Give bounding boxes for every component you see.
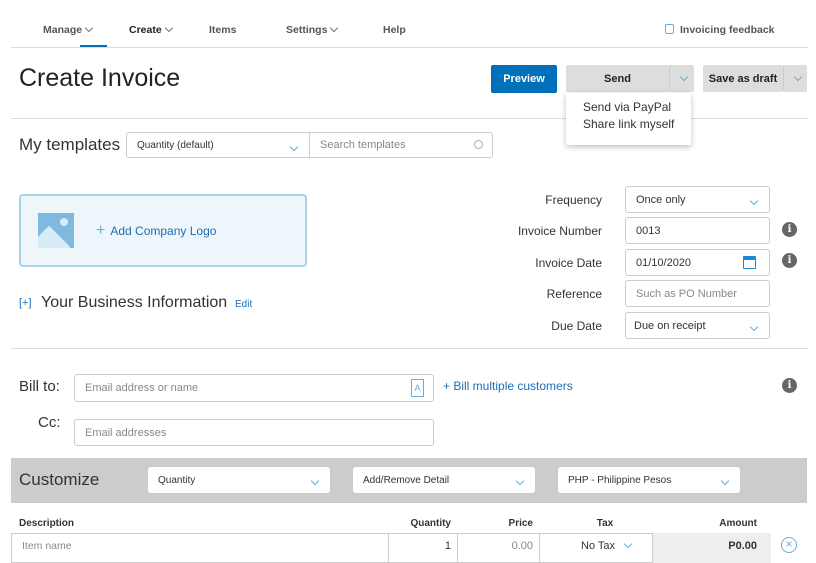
invoice-number-input[interactable]: 0013 bbox=[625, 217, 770, 244]
frequency-select[interactable]: Once only bbox=[625, 186, 770, 213]
nav-manage[interactable]: Manage bbox=[43, 23, 94, 36]
header-amount: Amount bbox=[719, 518, 757, 529]
placeholder: Such as PO Number bbox=[636, 287, 737, 300]
nav-create[interactable]: Create bbox=[129, 23, 173, 36]
chevron-down-icon bbox=[720, 476, 730, 486]
business-info-label: Your Business Information bbox=[41, 294, 228, 311]
quantity-input[interactable]: 1 bbox=[388, 533, 458, 563]
date-value: 01/10/2020 bbox=[636, 256, 692, 269]
placeholder: Search templates bbox=[320, 139, 406, 151]
page-title: Create Invoice bbox=[19, 64, 181, 92]
detail-select[interactable]: Add/Remove Detail bbox=[353, 467, 535, 493]
contacts-icon[interactable]: A bbox=[411, 379, 424, 397]
business-toggle[interactable]: [+] bbox=[19, 297, 32, 309]
nav-label: Manage bbox=[43, 24, 83, 36]
header-quantity: Quantity bbox=[410, 518, 451, 529]
feedback-link[interactable]: Invoicing feedback bbox=[665, 24, 775, 36]
cc-input[interactable]: Email addresses bbox=[74, 419, 434, 446]
select-value: Quantity bbox=[158, 474, 196, 486]
nav-help[interactable]: Help bbox=[383, 24, 406, 36]
nav-items[interactable]: Items bbox=[209, 24, 237, 36]
chevron-down-icon bbox=[310, 476, 320, 486]
nav-settings[interactable]: Settings bbox=[286, 23, 339, 36]
active-tab-indicator bbox=[80, 45, 107, 47]
chevron-down-icon bbox=[749, 196, 759, 206]
info-icon[interactable]: i bbox=[782, 378, 797, 393]
header-price: Price bbox=[508, 518, 533, 529]
add-logo-label: Add Company Logo bbox=[110, 224, 217, 238]
placeholder: Email addresses bbox=[85, 426, 167, 439]
invoice-date-label: Invoice Date bbox=[535, 256, 602, 270]
select-value: PHP - Philippine Pesos bbox=[568, 474, 672, 486]
chevron-down-icon bbox=[330, 23, 339, 33]
calendar-icon[interactable] bbox=[743, 256, 756, 269]
divider bbox=[11, 47, 808, 48]
bill-multiple-link[interactable]: + Bill multiple customers bbox=[443, 379, 573, 393]
edit-business-link[interactable]: Edit bbox=[235, 299, 253, 310]
tax-select[interactable]: No Tax bbox=[540, 533, 652, 563]
chevron-down-icon bbox=[515, 476, 525, 486]
invoice-number-label: Invoice Number bbox=[517, 224, 602, 238]
due-date-value: Due on receipt bbox=[634, 319, 706, 332]
save-draft-button[interactable]: Save as draft bbox=[703, 65, 783, 92]
plus-icon: + bbox=[96, 222, 106, 239]
select-value: Add/Remove Detail bbox=[363, 474, 450, 486]
send-dropdown-toggle[interactable] bbox=[669, 65, 694, 92]
cc-label: Cc: bbox=[38, 414, 61, 431]
header-tax: Tax bbox=[596, 518, 614, 529]
frequency-label: Frequency bbox=[545, 193, 602, 207]
reference-label: Reference bbox=[546, 287, 602, 301]
preview-button[interactable]: Preview bbox=[491, 65, 557, 93]
customize-label: Customize bbox=[19, 470, 100, 489]
add-logo-link[interactable]: + Add Company Logo bbox=[96, 222, 216, 240]
image-icon bbox=[38, 213, 74, 248]
bill-to-label: Bill to: bbox=[19, 378, 60, 395]
info-icon[interactable]: i bbox=[782, 222, 797, 237]
chevron-down-icon bbox=[84, 23, 94, 33]
menu-item-send-via-paypal[interactable]: Send via PayPal bbox=[583, 100, 672, 114]
due-date-select[interactable]: Due on receipt bbox=[625, 312, 770, 339]
item-name-input[interactable]: Item name bbox=[22, 540, 72, 552]
quantity-select[interactable]: Quantity bbox=[148, 467, 330, 493]
chevron-down-icon bbox=[793, 72, 802, 81]
price-input[interactable]: 0.00 bbox=[458, 533, 540, 563]
chevron-down-icon bbox=[749, 322, 759, 332]
bill-to-input[interactable]: Email address or name A bbox=[74, 374, 434, 402]
divider bbox=[11, 118, 808, 119]
info-icon[interactable]: i bbox=[782, 253, 797, 268]
header-description: Description bbox=[19, 518, 75, 529]
frequency-value: Once only bbox=[636, 193, 686, 206]
menu-item-share-link[interactable]: Share link myself bbox=[583, 117, 675, 131]
feedback-label: Invoicing feedback bbox=[680, 24, 775, 36]
placeholder: Email address or name bbox=[85, 382, 199, 394]
currency-select[interactable]: PHP - Philippine Pesos bbox=[558, 467, 740, 493]
nav-label: Create bbox=[129, 24, 162, 36]
chevron-down-icon bbox=[289, 142, 299, 152]
send-button[interactable]: Send bbox=[566, 65, 669, 92]
search-templates-input[interactable]: Search templates bbox=[309, 132, 493, 158]
divider bbox=[11, 348, 808, 349]
amount-value: P0.00 bbox=[652, 533, 771, 563]
tax-value: No Tax bbox=[581, 540, 616, 552]
chevron-down-icon bbox=[623, 539, 633, 549]
nav-label: Settings bbox=[286, 24, 328, 36]
chevron-down-icon bbox=[679, 72, 689, 81]
due-date-label: Due Date bbox=[551, 319, 602, 333]
templates-label: My templates bbox=[19, 135, 121, 154]
chevron-down-icon bbox=[164, 23, 173, 33]
template-value: Quantity (default) bbox=[137, 139, 214, 151]
invoice-date-input[interactable]: 01/10/2020 bbox=[625, 249, 770, 276]
search-icon bbox=[474, 140, 483, 149]
add-logo-area[interactable]: + Add Company Logo bbox=[19, 194, 307, 267]
reference-input[interactable]: Such as PO Number bbox=[625, 280, 770, 307]
comment-icon bbox=[665, 24, 674, 34]
template-select[interactable]: Quantity (default) bbox=[126, 132, 310, 158]
save-draft-dropdown-toggle[interactable] bbox=[783, 65, 807, 92]
send-menu: Send via PayPal Share link myself bbox=[566, 93, 691, 145]
